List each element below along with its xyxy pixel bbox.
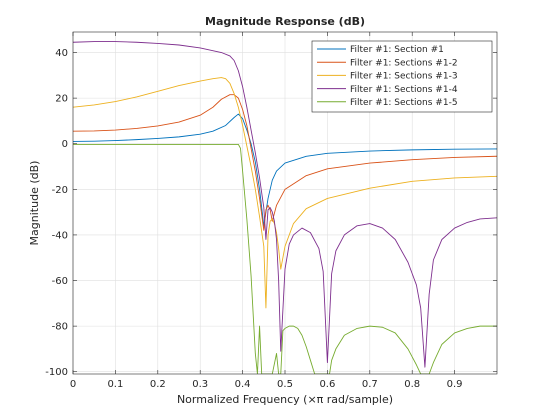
y-tick-label: -100 <box>45 367 68 378</box>
x-tick-label: 0.7 <box>362 379 378 390</box>
axis-ticks: 0 0.1 0.2 0.3 0.4 0.5 0.6 0.7 0.8 0.9 40 20 0 -20 -40 -… <box>45 32 497 390</box>
series-line-4 <box>73 41 497 368</box>
x-tick-label: 0 <box>70 379 76 390</box>
x-tick-label: 0.3 <box>192 379 208 390</box>
y-axis-label: Magnitude (dB) <box>28 161 41 246</box>
y-tick-label: 40 <box>55 48 68 59</box>
grid-lines <box>72 32 497 374</box>
x-tick-label: 0.6 <box>319 379 335 390</box>
y-tick-label: -60 <box>52 276 68 287</box>
legend: Filter #1: Section #1 Filter #1: Sections… <box>311 40 493 113</box>
x-tick-label: 0.4 <box>235 379 251 390</box>
x-axis-label: Normalized Frequency (×π rad/sample) <box>177 393 393 406</box>
legend-entry-label: Filter #1: Sections #1-2 <box>350 58 458 68</box>
x-tick-label: 0.9 <box>447 379 463 390</box>
series-line-2 <box>73 94 497 231</box>
legend-entry-label: Filter #1: Sections #1-4 <box>350 85 458 95</box>
series-line-5 <box>73 143 497 374</box>
chart-title: Magnitude Response (dB) <box>205 15 365 28</box>
legend-box <box>311 40 493 113</box>
y-tick-label: -20 <box>52 185 68 196</box>
y-tick-label: 20 <box>55 94 68 105</box>
series-line-1 <box>73 113 497 227</box>
legend-entry-label: Filter #1: Sections #1-3 <box>350 72 458 82</box>
legend-entry-label: Filter #1: Section #1 <box>350 45 444 55</box>
x-tick-label: 0.5 <box>277 379 293 390</box>
series-line-3 <box>73 77 497 309</box>
x-tick-label: 0.2 <box>150 379 166 390</box>
x-tick-label: 0.1 <box>107 379 123 390</box>
y-tick-label: -40 <box>52 230 68 241</box>
y-tick-label: 0 <box>62 139 68 150</box>
x-tick-label: 0.8 <box>404 379 420 390</box>
series-layer <box>73 41 497 374</box>
legend-entry-label: Filter #1: Sections #1-5 <box>350 98 458 108</box>
y-tick-label: -80 <box>52 322 68 333</box>
